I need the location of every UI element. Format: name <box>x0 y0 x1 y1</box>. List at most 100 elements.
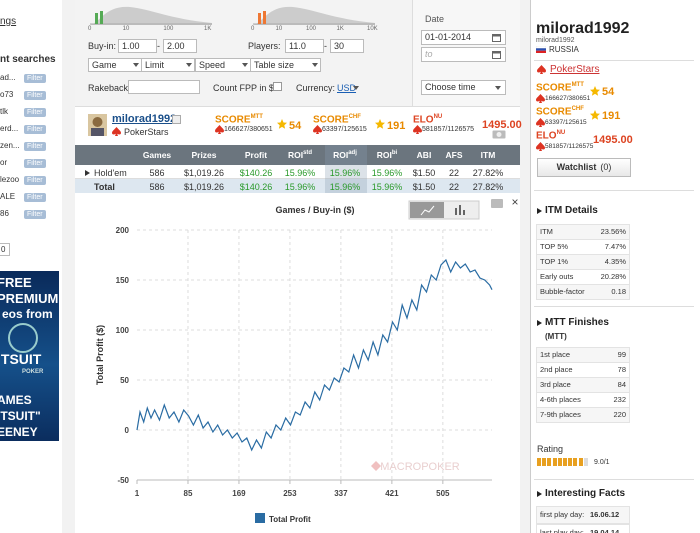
watchlist-label: Watchlist <box>556 162 597 172</box>
ad-banner[interactable]: FREE PREMIUM eos from ITSUIT POKER AMES ITSUIT… <box>0 271 59 441</box>
input[interactable]: 30 <box>330 39 364 53</box>
legend-label: Total Profit <box>269 515 311 524</box>
slider-tick-label: 100 <box>163 26 174 32</box>
range-slider <box>90 6 212 25</box>
label: Count FPP in $ <box>213 83 274 93</box>
filter-button[interactable]: Filter <box>24 193 46 202</box>
search-item[interactable]: ALE <box>0 192 16 201</box>
section-title: ITM Details <box>545 205 598 216</box>
rating-cell <box>542 458 547 466</box>
row-label[interactable]: Hold'em <box>94 168 127 178</box>
input[interactable] <box>128 80 200 94</box>
select[interactable]: Table size <box>250 58 321 72</box>
select[interactable]: Limit <box>141 58 195 72</box>
dropdown-arrow <box>312 63 318 67</box>
filter-button[interactable]: Filter <box>24 108 46 117</box>
score-value: 54 <box>602 86 615 98</box>
filter-button[interactable]: Filter <box>24 91 46 100</box>
x-tick-label: 85 <box>184 489 193 498</box>
search-item[interactable]: zen... <box>0 141 20 150</box>
select[interactable]: Choose time <box>421 80 506 95</box>
header-text: Games <box>142 150 172 160</box>
ad-emblem <box>8 323 38 353</box>
column-header: AFS <box>434 150 474 160</box>
score-rank: 166627/380651 <box>545 95 591 102</box>
cell: 15.96% <box>284 168 316 178</box>
cell: 22 <box>448 168 459 178</box>
settings-link[interactable]: ngs <box>0 16 17 27</box>
avatar <box>88 114 107 136</box>
search-item[interactable]: or <box>0 158 8 167</box>
score-value: 1495.00 <box>482 119 522 131</box>
dropdown-arrow <box>353 86 359 90</box>
gutter <box>520 0 530 533</box>
rating-cell <box>578 458 583 466</box>
search-item[interactable]: tlk <box>0 107 8 116</box>
flag-icon <box>536 46 546 53</box>
rating-label: Rating <box>537 444 564 454</box>
filter-button[interactable]: Filter <box>24 125 46 134</box>
filter-button[interactable]: Filter <box>24 74 46 83</box>
label: - <box>157 41 160 51</box>
stat-row <box>536 407 630 423</box>
score-value: 1495.00 <box>593 134 633 146</box>
slider-tick-label: 1K <box>204 26 212 32</box>
search-item[interactable]: 86 <box>0 209 9 218</box>
fact-value: 16.06.12 <box>590 510 620 519</box>
checkbox[interactable] <box>273 82 282 91</box>
input[interactable]: 1.00 <box>118 39 157 53</box>
stat-value: 7.47% <box>604 242 626 251</box>
score-label: ELONU <box>413 114 442 125</box>
search-item[interactable]: lezoo <box>0 175 20 184</box>
cell: 15.96% <box>371 168 403 178</box>
stat-row <box>536 524 630 533</box>
legend-swatch <box>255 513 265 523</box>
score-label: SCORECHF <box>313 114 361 125</box>
cell: 15.96% <box>329 168 361 178</box>
filter-button[interactable]: Filter <box>24 176 46 185</box>
rating-cell <box>547 458 552 466</box>
header-text: ABI <box>416 150 432 160</box>
page-box[interactable]: 0 <box>0 243 11 256</box>
select[interactable]: Speed <box>195 58 251 72</box>
fact-label: last play day: <box>540 528 584 533</box>
table-row-bg <box>75 165 520 179</box>
input[interactable]: 11.0 <box>285 39 324 53</box>
label: Buy-in: <box>88 41 117 51</box>
stat-label: 4-6th places <box>540 395 581 404</box>
cell: $140.26 <box>239 168 273 178</box>
calendar-icon <box>492 34 501 42</box>
x-tick-label: 337 <box>334 489 348 498</box>
x-tick-label: 505 <box>436 489 450 498</box>
label: Date <box>425 14 445 24</box>
slider-tick-label: 10K <box>367 26 378 32</box>
close-button: × <box>511 195 518 209</box>
watchlist-count: (0) <box>600 162 612 172</box>
player-name[interactable]: milorad1992 <box>112 113 177 125</box>
column-header: ROIadj <box>325 150 365 160</box>
column-header: Profit <box>236 150 276 160</box>
profile-site[interactable]: PokerStars <box>550 64 600 75</box>
search-item[interactable]: ad... <box>0 73 16 82</box>
header-text: Prizes <box>191 150 217 160</box>
label: Currency: <box>296 83 336 93</box>
filter-button[interactable]: Filter <box>24 142 46 151</box>
score-value: 191 <box>387 120 406 132</box>
search-item[interactable]: erd... <box>0 124 19 133</box>
highlight-column <box>325 145 367 193</box>
currency-select[interactable]: USD <box>337 83 357 93</box>
search-item[interactable]: o73 <box>0 90 14 99</box>
date-input[interactable]: 01-01-2014 <box>421 30 506 45</box>
input[interactable]: 2.00 <box>163 39 197 53</box>
filter-button[interactable]: Filter <box>24 159 46 168</box>
cell: 586 <box>149 168 165 178</box>
y-axis-label: Total Profit ($) <box>95 325 105 385</box>
separator <box>534 60 694 61</box>
watchlist-button[interactable]: Watchlist (0) <box>537 158 631 177</box>
x-tick-label: 421 <box>385 489 399 498</box>
date-input[interactable]: to <box>421 47 506 62</box>
filter-button[interactable]: Filter <box>24 210 46 219</box>
score-rank: 63397/125615 <box>545 119 587 126</box>
cell: 15.96% <box>284 182 316 192</box>
stat-value: 0.18 <box>611 287 626 296</box>
